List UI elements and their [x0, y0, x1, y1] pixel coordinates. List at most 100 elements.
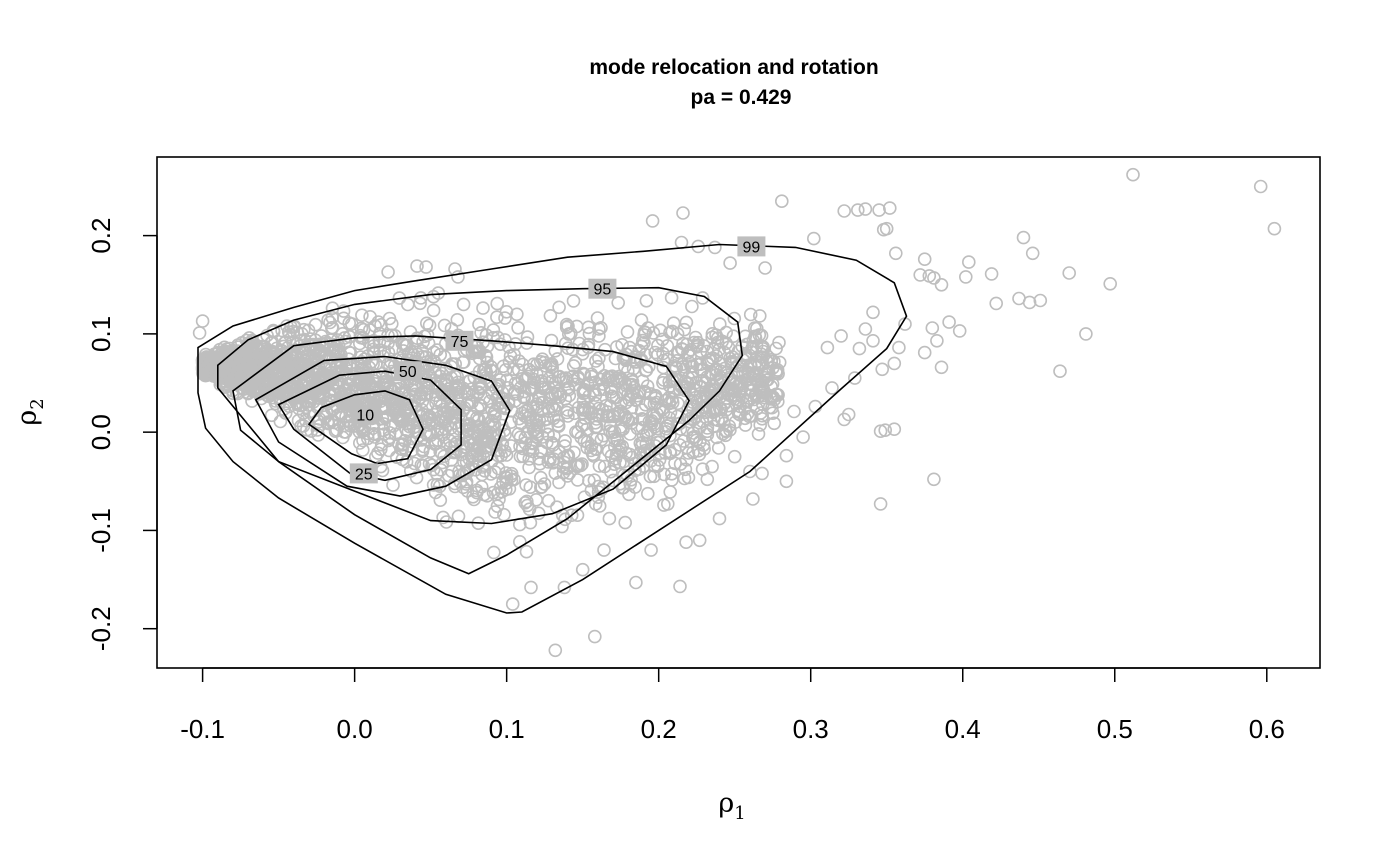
data-point — [724, 382, 739, 396]
data-point — [477, 363, 491, 377]
data-point — [448, 369, 462, 384]
data-point — [663, 405, 678, 420]
data-point — [664, 290, 679, 305]
data-point — [590, 311, 605, 325]
data-point — [198, 357, 213, 372]
data-point — [1079, 327, 1093, 341]
data-point — [665, 473, 679, 487]
data-point — [490, 310, 504, 325]
data-point — [373, 442, 388, 457]
data-point — [660, 339, 675, 353]
data-point — [692, 533, 707, 548]
data-point — [603, 370, 618, 385]
data-point — [478, 348, 493, 363]
data-point — [533, 480, 548, 495]
data-point — [421, 381, 436, 396]
data-point — [524, 580, 538, 595]
data-point — [747, 358, 762, 373]
data-point — [268, 349, 283, 364]
data-point — [487, 408, 502, 423]
data-point — [386, 478, 400, 492]
data-point — [1126, 167, 1140, 182]
data-point — [426, 303, 441, 318]
data-point — [882, 201, 897, 215]
data-point — [534, 445, 549, 459]
data-point — [290, 325, 305, 340]
contour-label-50: 50 — [399, 364, 417, 381]
data-point — [686, 426, 701, 440]
outlier-points — [192, 167, 1282, 658]
data-point — [409, 425, 424, 440]
contour-label-background — [737, 236, 766, 257]
data-point — [498, 311, 512, 325]
data-point — [700, 424, 715, 439]
data-point — [666, 316, 681, 331]
data-point — [486, 485, 501, 500]
data-point — [552, 300, 566, 315]
data-point — [552, 475, 566, 490]
data-point — [866, 305, 880, 320]
data-point — [486, 545, 501, 560]
data-point — [374, 317, 388, 332]
data-point — [958, 270, 973, 284]
data-point — [363, 309, 377, 324]
data-point — [779, 448, 794, 463]
data-point — [543, 308, 558, 323]
data-point — [452, 464, 466, 479]
chart-title: mode relocation and rotation — [589, 56, 878, 79]
data-point — [297, 332, 312, 347]
data-point — [526, 423, 541, 438]
data-point — [647, 419, 662, 434]
data-point — [635, 411, 650, 426]
point-cloud — [195, 286, 787, 560]
data-point — [384, 328, 399, 343]
data-point — [428, 485, 443, 500]
data-point — [455, 355, 470, 370]
data-point — [492, 429, 506, 443]
data-point — [485, 402, 499, 417]
data-point — [519, 544, 534, 559]
data-point — [412, 391, 426, 406]
contour-line-95 — [217, 286, 744, 575]
data-point — [717, 345, 732, 360]
data-point — [559, 317, 574, 332]
data-point — [724, 354, 739, 369]
data-point — [680, 423, 695, 438]
data-point — [195, 314, 210, 328]
data-point — [767, 416, 782, 431]
contour-line-10 — [307, 390, 424, 465]
data-point — [644, 442, 658, 457]
data-point — [755, 411, 769, 426]
contour-label-background — [588, 278, 617, 299]
x-tick-label: 0.2 — [641, 714, 677, 744]
y-tick-label: -0.1 — [86, 508, 116, 553]
data-point — [611, 295, 626, 310]
contour-label-background — [445, 330, 474, 351]
data-point — [472, 317, 486, 332]
data-point — [606, 390, 621, 405]
x-tick-label: 0.0 — [337, 714, 373, 744]
data-point — [389, 450, 404, 465]
data-point — [366, 342, 380, 357]
data-point — [355, 443, 370, 457]
data-point — [820, 340, 835, 355]
data-point — [363, 389, 378, 404]
data-point — [459, 474, 474, 489]
contour-line-75 — [232, 335, 691, 525]
data-point — [460, 484, 475, 498]
data-point — [858, 202, 873, 216]
data-point — [606, 473, 621, 488]
data-point — [311, 356, 326, 371]
data-point — [424, 416, 439, 431]
data-point — [653, 323, 668, 338]
data-point — [718, 423, 733, 438]
data-point — [643, 469, 658, 484]
data-point — [767, 392, 782, 407]
data-point — [594, 320, 608, 335]
data-point — [545, 365, 560, 379]
data-point — [594, 482, 609, 497]
data-point — [487, 417, 502, 432]
x-axis-label: ρ1 — [718, 788, 745, 824]
data-point — [355, 382, 370, 397]
data-point — [622, 392, 637, 407]
